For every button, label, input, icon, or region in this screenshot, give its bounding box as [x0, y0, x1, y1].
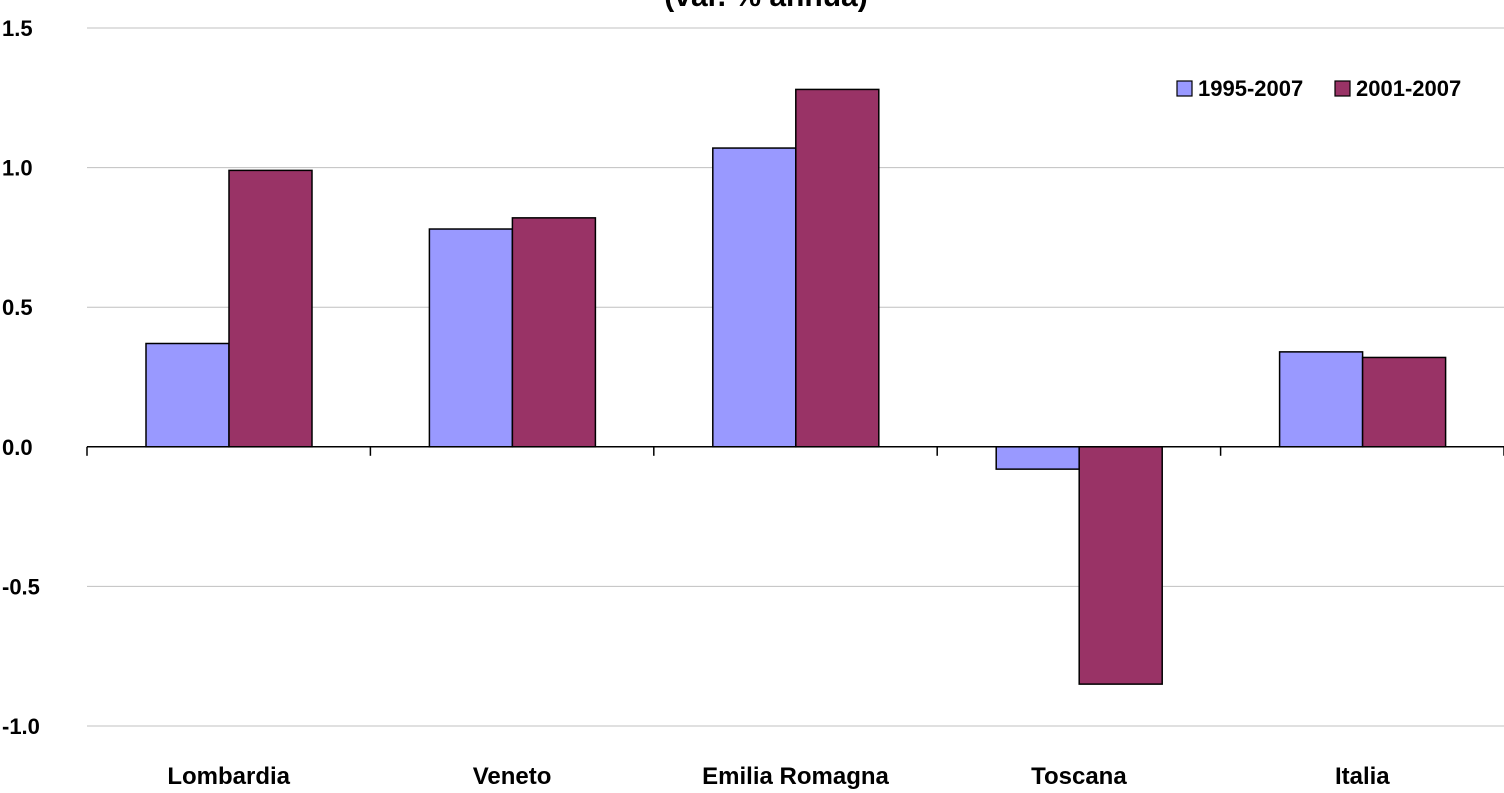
x-axis [86, 446, 1504, 456]
legend: 1995-2007 2001-2007 [1176, 76, 1461, 101]
category-labels: Lombardia Veneto Emilia Romagna Toscana Ital… [167, 763, 1390, 790]
bar-2001-2007-veneto [511, 217, 597, 448]
y-tick-label: -0.5 [2, 574, 40, 599]
y-tick-label: 1.5 [2, 16, 33, 41]
legend-swatch [1176, 80, 1193, 97]
bar-1995-2007-italia [1278, 351, 1364, 448]
y-axis-tick-labels: 1.5 1.0 0.5 0.0 -0.5 -1.0 [2, 16, 40, 739]
bar-2001-2007-lombardia [228, 169, 313, 448]
bar-1995-2007-toscana [995, 446, 1080, 470]
category-label: Lombardia [167, 763, 290, 790]
legend-label: 1995-2007 [1198, 76, 1303, 101]
y-tick-label: 0.0 [2, 435, 33, 460]
bar-2001-2007-emilia-romagna [795, 88, 880, 448]
bar-1995-2007-lombardia [145, 342, 230, 448]
y-tick-label: 0.5 [2, 295, 33, 320]
y-tick-label: 1.0 [2, 156, 33, 181]
bar-2001-2007-toscana [1078, 446, 1163, 685]
category-label: Veneto [473, 763, 552, 790]
bar-1995-2007-veneto [428, 228, 514, 448]
category-label: Toscana [1031, 763, 1127, 790]
chart-title: (var. % annua) [664, 0, 867, 13]
legend-label: 2001-2007 [1356, 76, 1461, 101]
bar-2001-2007-italia [1361, 356, 1447, 448]
category-label: Italia [1335, 763, 1390, 790]
legend-swatch [1334, 80, 1351, 97]
category-label: Emilia Romagna [702, 763, 889, 790]
y-tick-label: -1.0 [2, 714, 40, 739]
bars [145, 88, 1447, 685]
bar-1995-2007-emilia-romagna [712, 147, 797, 448]
